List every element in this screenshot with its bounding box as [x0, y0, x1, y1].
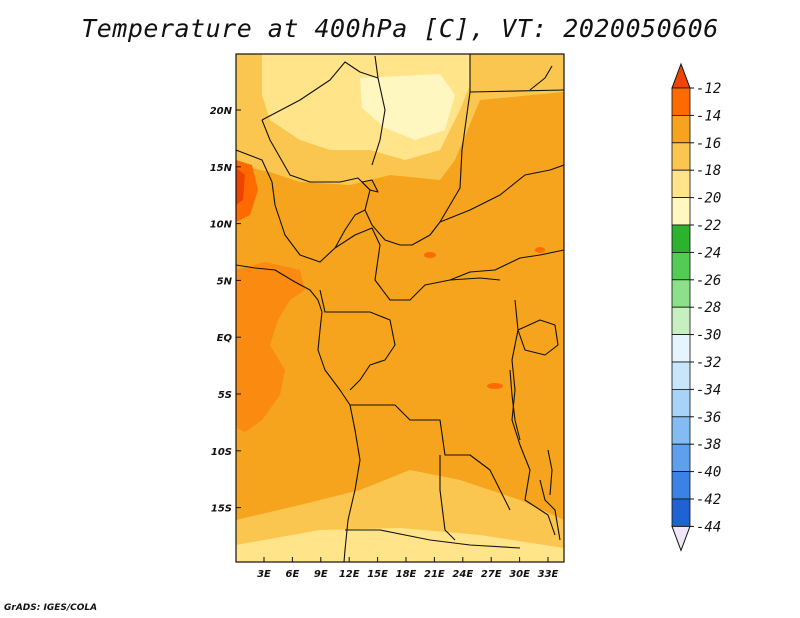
field-warmest-nw — [236, 168, 245, 205]
colorbar-label: -34 — [696, 382, 721, 398]
red-sea-coast — [529, 65, 553, 91]
colorbar-label: -44 — [696, 519, 721, 535]
chart-title: Temperature at 400hPa [C], VT: 202005060… — [81, 14, 719, 43]
lon-tick-label: 15E — [367, 569, 388, 580]
border-drc-east — [511, 299, 556, 536]
border-ssudan-drc — [449, 249, 564, 281]
colorbar-segment — [671, 498, 691, 527]
lat-tick-label: 10S — [211, 447, 232, 458]
lat-axis: 20N 15N 10N 5N EQ 5S 10S 15S — [210, 106, 241, 515]
lon-tick-label: 3E — [257, 569, 271, 580]
field-core — [360, 74, 455, 140]
border-cameroon-gabon — [319, 289, 370, 313]
field-mid-west — [236, 230, 360, 480]
border-cameroon-car — [334, 227, 501, 301]
colorbar-label: -42 — [696, 492, 721, 508]
field-blob-3 — [535, 247, 545, 253]
border-congo — [349, 311, 396, 391]
temperature-field — [236, 54, 564, 562]
colorbar-segment — [671, 306, 691, 336]
footer-credit: GrADS: IGES/COLA — [4, 603, 98, 613]
map-frame — [235, 53, 565, 563]
colorbar-label: -26 — [696, 273, 721, 289]
colorbar-label: -36 — [696, 410, 721, 426]
border-libya — [371, 55, 386, 166]
colorbar-label: -40 — [696, 465, 721, 481]
coastline-west-africa — [236, 264, 319, 301]
colorbar-segment — [671, 197, 691, 226]
field-blob-2 — [487, 383, 503, 389]
colorbar-segment — [671, 142, 691, 171]
field-band-south2 — [236, 528, 564, 562]
border-angola-zambia — [439, 455, 456, 541]
lat-tick-label: 5N — [217, 276, 233, 287]
border-zambia-east — [539, 479, 561, 541]
colorbar-segment — [671, 334, 691, 363]
lon-tick-label: 18E — [396, 569, 417, 580]
lon-tick-label: 12E — [339, 569, 360, 580]
lon-axis: 3E 6E 9E 12E 15E 18E 21E 24E 27E 30E 33E — [257, 557, 559, 580]
lon-tick-label: 27E — [481, 569, 502, 580]
border-mali-burkina — [236, 149, 273, 183]
colorbar-segment — [671, 224, 691, 253]
boundaries — [236, 54, 564, 562]
lat-tick-label: 10N — [210, 220, 233, 231]
lake-tanganyika — [509, 369, 521, 441]
lake-victoria — [517, 319, 559, 356]
border-drc-angola — [350, 404, 511, 511]
colorbar-label: -32 — [696, 355, 721, 371]
colorbar-segment — [671, 169, 691, 198]
colorbar-label: -30 — [696, 328, 721, 344]
colorbar-segment — [671, 471, 691, 500]
border-chad-sudan — [364, 54, 471, 246]
lake-chad — [361, 179, 379, 193]
colorbar-segment — [671, 87, 691, 116]
border-nigeria-cameroon — [271, 181, 366, 263]
colorbar: -12 -14 -16 -18 -20 -22 -24 -26 -28 -30 -32 -34 -36 -… — [671, 62, 721, 552]
colorbar-segment — [671, 115, 691, 144]
colorbar-segment — [671, 251, 691, 281]
colorbar-top-arrow — [671, 62, 691, 89]
field-blob-1 — [424, 252, 436, 258]
colorbar-segment — [671, 416, 691, 445]
lon-tick-label: 24E — [452, 569, 473, 580]
colorbar-label: -12 — [696, 81, 721, 97]
colorbar-label: -20 — [696, 191, 721, 207]
colorbar-segment — [671, 361, 691, 390]
colorbar-segment — [671, 279, 691, 308]
lon-tick-label: 21E — [424, 569, 445, 580]
lat-tick-label: 20N — [210, 106, 233, 117]
colorbar-label: -14 — [696, 108, 721, 124]
colorbar-label: -16 — [696, 136, 721, 152]
border-sudan-ssudan — [439, 164, 564, 223]
colorbar-label: -18 — [696, 163, 721, 179]
colorbar-label: -22 — [696, 218, 721, 234]
coastline-central — [317, 299, 361, 562]
colorbar-label: -38 — [696, 437, 721, 453]
lake-malawi — [547, 449, 553, 496]
border-algeria-niger — [261, 61, 379, 121]
lon-tick-label: 9E — [314, 569, 328, 580]
border-egypt-sudan — [469, 89, 564, 93]
lon-tick-label: 30E — [509, 569, 530, 580]
colorbar-label: -28 — [696, 300, 721, 316]
field-band-east — [450, 92, 564, 562]
colorbar-segment — [671, 388, 691, 418]
border-namibia — [345, 529, 521, 549]
border-niger-nigeria — [261, 119, 371, 191]
colorbar-segment — [671, 443, 691, 473]
lat-tick-label: 5S — [218, 390, 232, 401]
lat-tick-label: EQ — [217, 333, 233, 344]
lat-tick-label: 15S — [211, 504, 232, 515]
lat-tick-label: 15N — [210, 163, 233, 174]
lon-tick-label: 33E — [538, 569, 559, 580]
colorbar-bottom-arrow — [671, 525, 691, 552]
colorbar-label: -24 — [696, 245, 721, 261]
lon-tick-label: 6E — [286, 569, 300, 580]
